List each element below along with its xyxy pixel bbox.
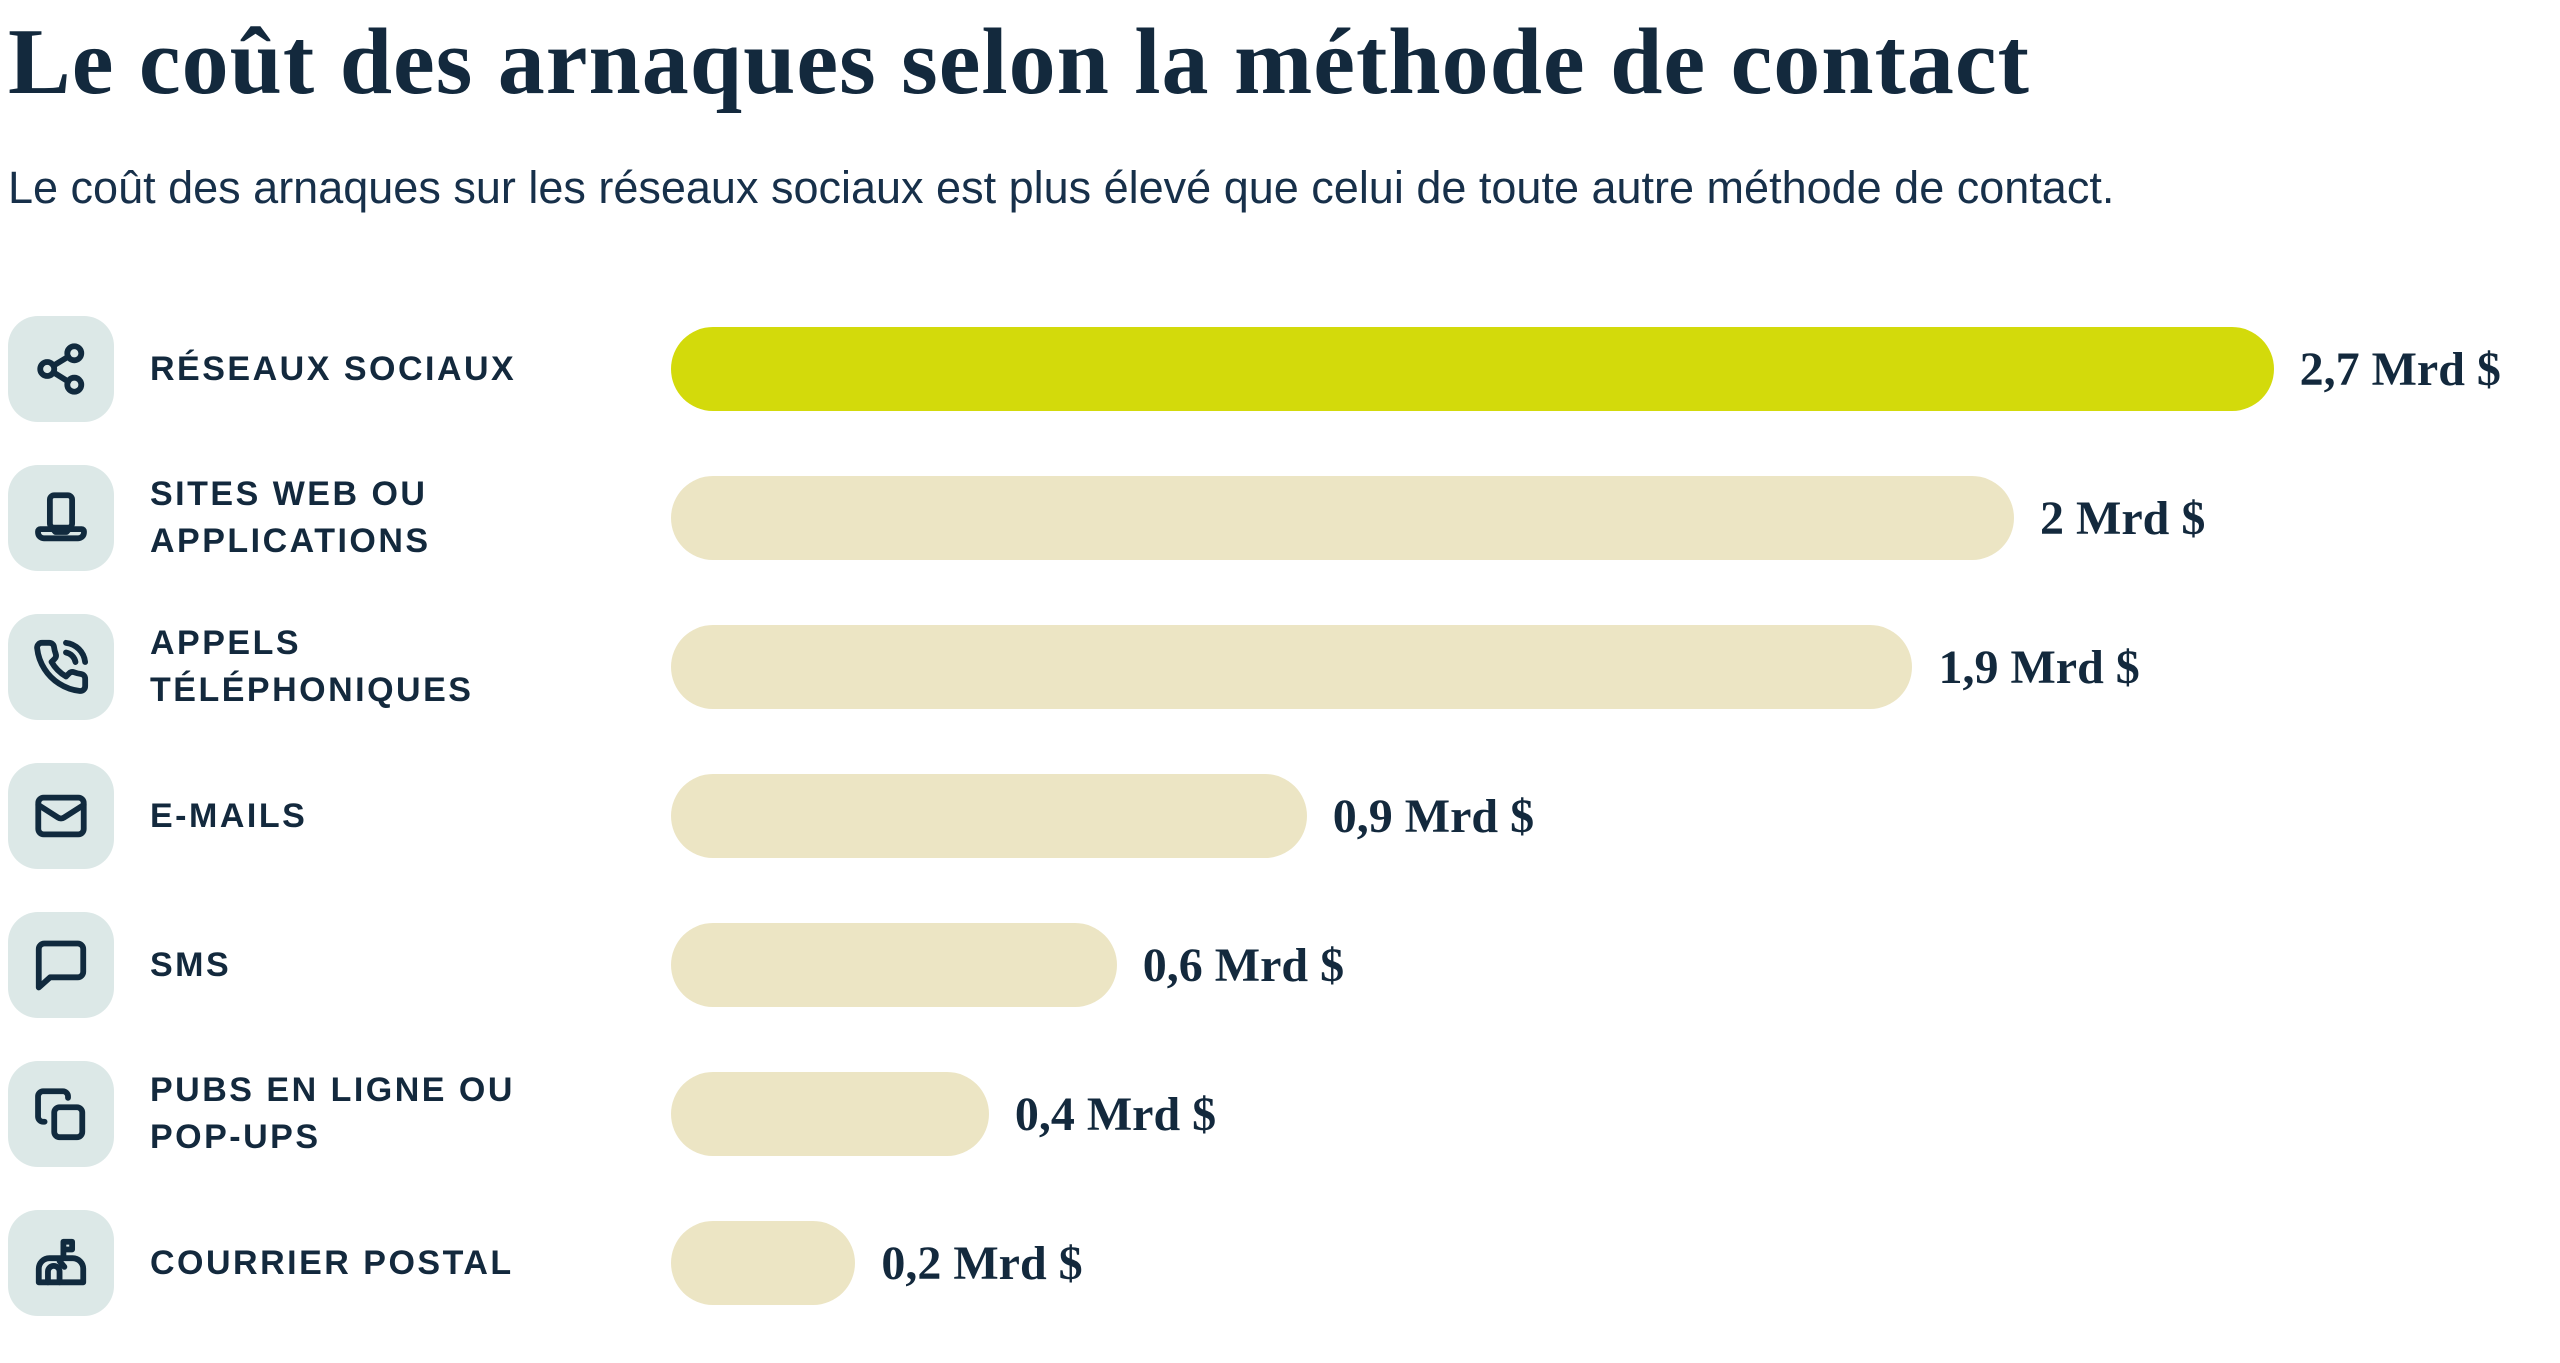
bar-sites-web [671, 476, 2015, 561]
bar-emails [671, 774, 1307, 859]
bar-reseaux-sociaux [671, 327, 2274, 412]
bar-track: 0,6 Mrd $ [671, 912, 2552, 1018]
bar-track: 2,7 Mrd $ [671, 316, 2552, 422]
category-label: RÉSEAUX SOCIAUX [150, 349, 517, 388]
share-icon [37, 343, 85, 395]
icon-tile [8, 912, 114, 1019]
bar-chart: RÉSEAUX SOCIAUX 2,7 Mrd $ SITES WEB OU A… [8, 316, 2552, 1317]
icon-tile [8, 1061, 114, 1168]
page-title: Le coût des arnaques selon la méthode de… [8, 10, 2030, 114]
message-square-icon [35, 940, 87, 991]
chart-row-reseaux-sociaux: RÉSEAUX SOCIAUX 2,7 Mrd $ [8, 316, 2552, 423]
bar-appels [671, 625, 1913, 710]
page-subtitle: Le coût des arnaques sur les réseaux soc… [8, 162, 2115, 214]
value-label: 0,2 Mrd $ [881, 1236, 1083, 1290]
chart-row-emails: E-MAILS 0,9 Mrd $ [8, 763, 2552, 870]
bar-track: 2 Mrd $ [671, 465, 2552, 571]
chart-row-pubs: PUBS EN LIGNE OU POP-UPS 0,4 Mrd $ [8, 1061, 2552, 1168]
icon-tile [8, 465, 114, 572]
bar-track: 1,9 Mrd $ [671, 614, 2552, 720]
category-label: E-MAILS [150, 796, 308, 835]
value-label: 1,9 Mrd $ [1938, 640, 2140, 694]
icon-tile [8, 1210, 114, 1317]
bar-track: 0,2 Mrd $ [671, 1210, 2552, 1316]
icon-tile [8, 316, 114, 423]
bar-track: 0,4 Mrd $ [671, 1061, 2552, 1167]
chart-row-appels: APPELS TÉLÉPHONIQUES 1,9 Mrd $ [8, 614, 2552, 721]
copy-icon [35, 1088, 86, 1141]
value-label: 2 Mrd $ [2040, 491, 2206, 545]
bar-pubs [671, 1072, 989, 1157]
value-label: 2,7 Mrd $ [2299, 342, 2501, 396]
category-label: PUBS EN LIGNE OU POP-UPS [150, 1070, 515, 1157]
category-label: APPELS TÉLÉPHONIQUES [150, 623, 474, 710]
category-label: COURRIER POSTAL [150, 1243, 514, 1282]
chart-row-sites-web: SITES WEB OU APPLICATIONS 2 Mrd $ [8, 465, 2552, 572]
bar-track: 0,9 Mrd $ [671, 763, 2552, 869]
laptop-icon [35, 492, 87, 542]
chart-row-courrier: COURRIER POSTAL 0,2 Mrd $ [8, 1210, 2552, 1317]
value-label: 0,9 Mrd $ [1332, 789, 1535, 843]
chart-row-sms: SMS 0,6 Mrd $ [8, 912, 2552, 1019]
category-label: SITES WEB OU APPLICATIONS [150, 474, 431, 561]
phone-call-icon [34, 640, 89, 695]
icon-tile [8, 763, 114, 870]
bar-courrier [671, 1221, 856, 1306]
bar-sms [671, 923, 1117, 1008]
mail-icon [35, 795, 87, 838]
mailbox-icon [35, 1239, 87, 1286]
category-label: SMS [150, 945, 232, 984]
value-label: 0,4 Mrd $ [1014, 1087, 1217, 1141]
icon-tile [8, 614, 114, 721]
value-label: 0,6 Mrd $ [1142, 938, 1345, 992]
